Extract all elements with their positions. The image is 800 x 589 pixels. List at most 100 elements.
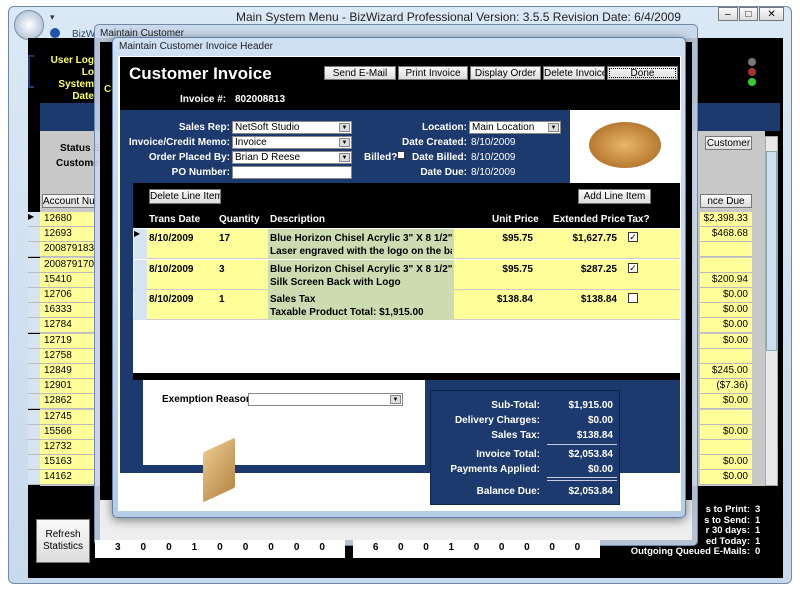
row-selector[interactable]: [28, 409, 40, 425]
refresh-statistics-button[interactable]: Refresh Statistics: [36, 519, 90, 563]
maximize-button[interactable]: □: [738, 7, 759, 21]
balance-due-cell[interactable]: $200.94: [700, 272, 752, 288]
customer-button[interactable]: Customer: [705, 136, 752, 150]
row-selector[interactable]: [28, 440, 40, 455]
sales-rep-select[interactable]: NetSoft Studio ▼: [232, 121, 352, 134]
description-line2[interactable]: Silk Screen Back with Logo: [270, 276, 401, 288]
display-order-button[interactable]: Display Order: [470, 66, 541, 80]
balance-due-cell[interactable]: [700, 257, 752, 273]
quantity-cell[interactable]: 1: [219, 294, 225, 305]
account-number-cell[interactable]: 12758: [40, 348, 95, 364]
tax-checkbox[interactable]: ✓: [628, 232, 638, 242]
balance-due-sort-button[interactable]: nce Due: [700, 194, 752, 208]
account-number-cell[interactable]: 16333: [40, 303, 95, 319]
unit-price-cell[interactable]: $95.75: [502, 263, 533, 275]
account-number-cell[interactable]: 12784: [40, 318, 95, 334]
balance-due-cell[interactable]: $0.00: [700, 424, 752, 440]
chevron-down-icon[interactable]: ▼: [339, 153, 350, 162]
balance-due-cell[interactable]: $0.00: [700, 333, 752, 349]
balance-due-cell[interactable]: $0.00: [700, 470, 752, 486]
chevron-down-icon[interactable]: ▼: [339, 138, 350, 147]
row-selector[interactable]: [28, 424, 40, 440]
location-select[interactable]: Main Location ▼: [469, 121, 561, 134]
account-number-cell[interactable]: 12732: [40, 440, 95, 455]
done-button[interactable]: Done: [607, 66, 678, 80]
add-line-item-button[interactable]: Add Line Item: [578, 189, 651, 204]
accounts-scrollbar[interactable]: [765, 136, 778, 486]
minimize-button[interactable]: –: [718, 7, 738, 21]
row-selector[interactable]: [28, 303, 40, 319]
row-selector[interactable]: [28, 379, 40, 395]
row-selector[interactable]: [28, 272, 40, 288]
balance-due-cell[interactable]: $0.00: [700, 318, 752, 334]
row-selector[interactable]: [28, 348, 40, 364]
chevron-down-icon[interactable]: ▼: [548, 123, 559, 132]
row-selector[interactable]: [134, 290, 147, 320]
print-invoice-button[interactable]: Print Invoice: [398, 66, 468, 80]
account-number-cell[interactable]: 12706: [40, 288, 95, 303]
balance-due-cell[interactable]: [700, 348, 752, 364]
balance-due-cell[interactable]: $0.00: [700, 455, 752, 471]
delete-invoice-button[interactable]: Delete Invoice: [543, 66, 605, 80]
account-number-cell[interactable]: 12745: [40, 409, 95, 425]
unit-price-cell[interactable]: $138.84: [496, 294, 533, 305]
memo-select[interactable]: Invoice ▼: [232, 136, 352, 149]
row-selector[interactable]: [134, 259, 147, 290]
balance-due-cell[interactable]: $0.00: [700, 288, 752, 303]
balance-due-cell[interactable]: $245.00: [700, 364, 752, 379]
account-number-cell[interactable]: 12862: [40, 394, 95, 410]
account-number-cell[interactable]: 15163: [40, 455, 95, 471]
row-selector[interactable]: [28, 394, 40, 410]
ribbon-tab[interactable]: BizW: [72, 29, 96, 40]
quick-access-icon[interactable]: ▾: [50, 12, 55, 22]
row-selector[interactable]: [28, 333, 40, 349]
quantity-cell[interactable]: 17: [219, 233, 231, 244]
trans-date-cell[interactable]: 8/10/2009: [149, 263, 194, 275]
office-button[interactable]: [14, 10, 44, 40]
row-selector[interactable]: [28, 288, 40, 303]
exemption-select[interactable]: ▼: [248, 393, 403, 406]
row-selector[interactable]: [28, 364, 40, 379]
balance-due-cell[interactable]: [700, 242, 752, 258]
balance-due-cell[interactable]: $0.00: [700, 394, 752, 410]
account-number-sort-button[interactable]: Account Num: [42, 194, 96, 208]
quantity-cell[interactable]: 3: [219, 263, 225, 275]
delete-line-item-button[interactable]: Delete Line Item: [149, 189, 221, 204]
extended-price-cell[interactable]: $287.25: [580, 263, 617, 275]
unit-price-cell[interactable]: $95.75: [502, 233, 533, 244]
balance-due-cell[interactable]: ($7.36): [700, 379, 752, 395]
close-button[interactable]: ✕: [759, 7, 784, 21]
row-selector[interactable]: [28, 227, 40, 243]
balance-due-cell[interactable]: $468.68: [700, 227, 752, 243]
extended-price-cell[interactable]: $1,627.75: [572, 233, 618, 244]
account-number-cell[interactable]: 15566: [40, 424, 95, 440]
placed-by-select[interactable]: Brian D Reese ▼: [232, 151, 352, 164]
description-line2[interactable]: Taxable Product Total: $1,915.00: [270, 307, 424, 318]
trans-date-cell[interactable]: 8/10/2009: [149, 294, 194, 305]
account-number-cell[interactable]: 200879183: [40, 242, 95, 258]
tax-checkbox[interactable]: ✓: [628, 262, 638, 273]
account-number-cell[interactable]: 12693: [40, 227, 95, 243]
row-selector[interactable]: [28, 318, 40, 334]
balance-due-cell[interactable]: [700, 440, 752, 455]
balance-due-cell[interactable]: $2,398.33: [700, 212, 752, 227]
description-line2[interactable]: Laser engraved with the logo on the back: [270, 246, 452, 257]
row-selector[interactable]: [28, 455, 40, 471]
trans-date-cell[interactable]: 8/10/2009: [149, 233, 194, 244]
account-number-cell[interactable]: 12849: [40, 364, 95, 379]
billed-checkbox[interactable]: [397, 151, 405, 159]
balance-due-cell[interactable]: [700, 409, 752, 425]
account-number-cell[interactable]: 14162: [40, 470, 95, 486]
balance-due-cell[interactable]: $0.00: [700, 303, 752, 319]
row-selector[interactable]: [28, 242, 40, 258]
row-selector[interactable]: [28, 257, 40, 273]
account-number-cell[interactable]: 12680: [40, 212, 95, 227]
chevron-down-icon[interactable]: ▼: [339, 123, 350, 132]
po-number-input[interactable]: [232, 166, 352, 179]
row-selector[interactable]: ▶: [134, 229, 147, 259]
account-number-cell[interactable]: 12901: [40, 379, 95, 395]
row-selector[interactable]: [28, 470, 40, 486]
account-number-cell[interactable]: 200879170: [40, 257, 95, 273]
tax-checkbox[interactable]: [628, 293, 638, 303]
account-number-cell[interactable]: 15410: [40, 272, 95, 288]
